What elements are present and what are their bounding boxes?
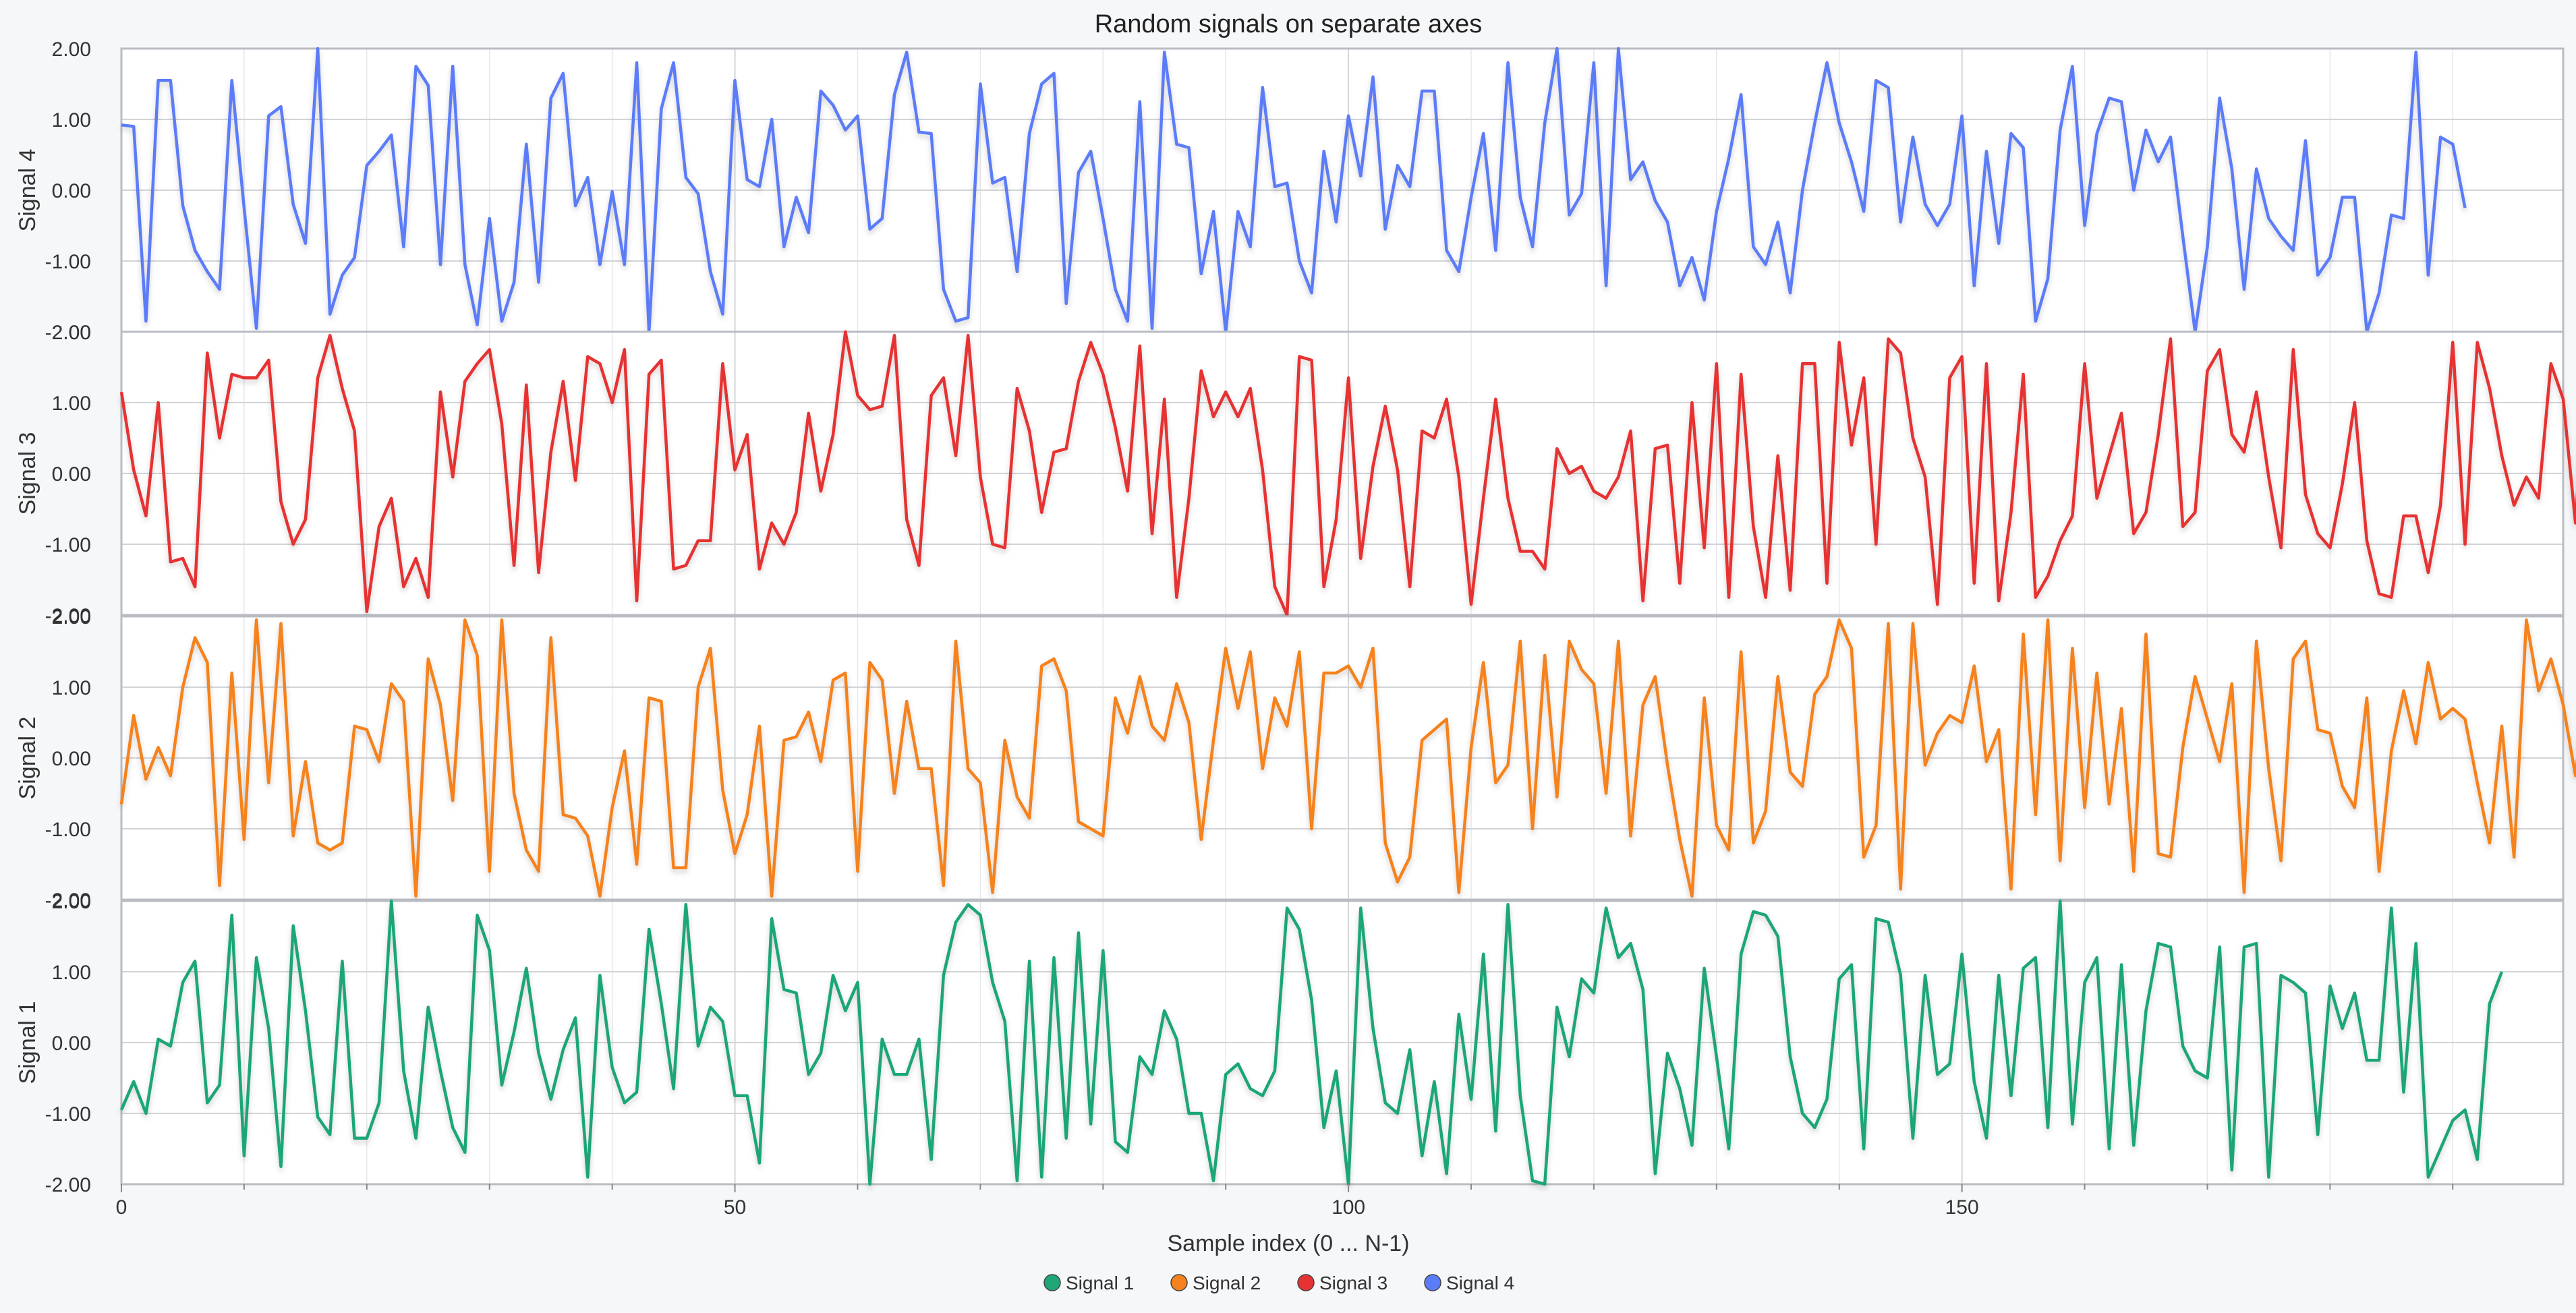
y-tick-label: 0.00 xyxy=(52,180,91,202)
legend-item: Signal 4 xyxy=(1424,1273,1514,1293)
y-tick-label: 1.00 xyxy=(52,677,91,699)
y-tick-label: -1.00 xyxy=(45,1103,91,1126)
x-tick-label: 150 xyxy=(1945,1196,1979,1219)
y-tick-label: 0.00 xyxy=(52,748,91,770)
y-tick-label: 1.00 xyxy=(52,962,91,984)
x-tick-label: 0 xyxy=(116,1196,127,1219)
x-axis-label: Sample index (0 ... N-1) xyxy=(1167,1231,1409,1256)
y-tick-label: 1.00 xyxy=(52,109,91,132)
y-tick-label: 0.00 xyxy=(52,463,91,486)
legend-label: Signal 2 xyxy=(1193,1273,1261,1293)
y-axis-label: Signal 3 xyxy=(15,432,40,515)
plot-frame xyxy=(120,900,2565,1186)
panel-signal-3: 2.00 1.00 0.00 -1.00 -2.00 Signal 3 xyxy=(15,322,2576,627)
legend-marker xyxy=(1170,1274,1188,1291)
y-tick-label: 2.00 xyxy=(52,38,91,61)
legend-label: Signal 4 xyxy=(1446,1273,1514,1293)
y-axis-label: Signal 4 xyxy=(15,149,40,232)
legend-marker xyxy=(1297,1274,1315,1291)
plot-frame xyxy=(120,615,2565,901)
x-tick-label: 100 xyxy=(1332,1196,1365,1219)
y-tick-label: 2.00 xyxy=(52,606,91,629)
y-axis-label: Signal 2 xyxy=(15,717,40,800)
series-line xyxy=(121,47,2467,334)
legend-label: Signal 1 xyxy=(1066,1273,1134,1293)
y-tick-label: 2.00 xyxy=(52,891,91,913)
y-tick-label: -2.00 xyxy=(45,1174,91,1196)
y-axis-label: Signal 1 xyxy=(15,1001,40,1084)
y-tick-label: 1.00 xyxy=(52,392,91,415)
legend-item: Signal 2 xyxy=(1170,1273,1261,1293)
x-tick-label: 50 xyxy=(724,1196,746,1219)
legend-item: Signal 3 xyxy=(1297,1273,1387,1293)
series-line xyxy=(119,330,2576,617)
legend-marker xyxy=(1424,1274,1441,1291)
y-tick-label: 2.00 xyxy=(52,322,91,344)
panel-signal-2: 2.00 1.00 0.00 -1.00 -2.00 Signal 2 xyxy=(15,606,2576,912)
plot-frame xyxy=(120,330,2565,616)
x-axis: 0 50 100 150 xyxy=(116,1184,2454,1219)
y-tick-label: -2.00 xyxy=(45,605,91,627)
panel-signal-4: 2.00 1.00 0.00 -1.00 -2.00 Signal 4 xyxy=(15,38,2565,344)
y-tick-label: -2.00 xyxy=(45,889,91,912)
plot-panels: 2.00 1.00 0.00 -1.00 -2.00 Signal 4 2.00 1.00 0.… xyxy=(15,38,2576,1196)
series-line xyxy=(119,618,2576,898)
legend: Signal 1 Signal 2 Signal 3 Signal 4 xyxy=(1043,1273,1514,1293)
legend-label: Signal 3 xyxy=(1319,1273,1387,1293)
y-tick-label: 0.00 xyxy=(52,1032,91,1055)
y-tick-label: -1.00 xyxy=(45,534,91,556)
legend-marker xyxy=(1043,1274,1061,1291)
legend-item: Signal 1 xyxy=(1043,1273,1134,1293)
series-line xyxy=(119,899,2504,1186)
y-tick-label: -1.00 xyxy=(45,251,91,273)
y-tick-label: -1.00 xyxy=(45,819,91,841)
panel-signal-1: 2.00 1.00 0.00 -1.00 -2.00 Signal 1 xyxy=(15,891,2565,1196)
y-tick-label: -2.00 xyxy=(45,322,91,344)
chart-title: Random signals on separate axes xyxy=(1095,10,1483,38)
